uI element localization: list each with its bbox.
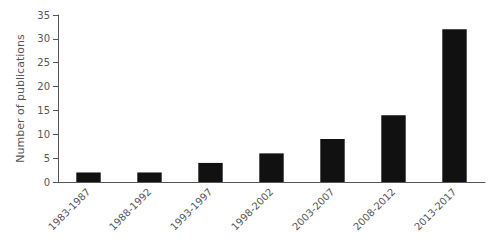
svg-text:1988-1992: 1988-1992	[107, 186, 153, 232]
svg-text:10: 10	[37, 129, 50, 140]
svg-text:2008-2012: 2008-2012	[351, 186, 397, 232]
svg-text:Number of publications: Number of publications	[14, 34, 27, 163]
svg-text:20: 20	[37, 81, 50, 92]
svg-text:1993-1997: 1993-1997	[168, 186, 214, 232]
svg-text:2003-2007: 2003-2007	[290, 186, 336, 232]
svg-text:2013-2017: 2013-2017	[412, 186, 458, 232]
svg-text:1983-1987: 1983-1987	[46, 186, 92, 232]
svg-text:35: 35	[37, 10, 50, 21]
svg-text:0: 0	[44, 177, 50, 188]
svg-text:30: 30	[37, 33, 50, 44]
svg-text:5: 5	[44, 153, 50, 164]
svg-text:1998-2002: 1998-2002	[229, 186, 275, 232]
svg-text:25: 25	[37, 57, 50, 68]
svg-text:15: 15	[37, 105, 50, 116]
